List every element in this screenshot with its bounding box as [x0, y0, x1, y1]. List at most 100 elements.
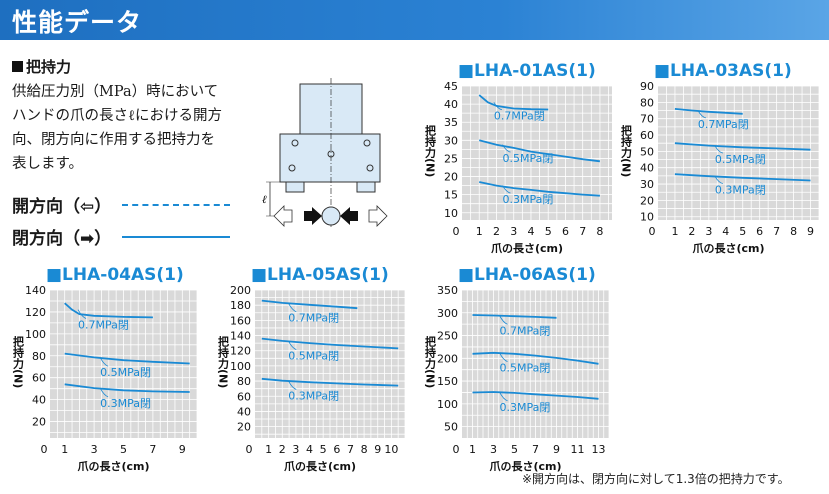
length-symbol: ℓ [262, 193, 267, 206]
series-leader-line [714, 175, 723, 184]
description-line: ハンドの爪の長さℓにおける開方 [12, 108, 222, 124]
center-hole-icon [327, 150, 335, 158]
y-tick-label: 35 [444, 116, 458, 129]
x-tick-label: 4 [306, 443, 313, 456]
legend-open-dashed-line [122, 204, 230, 206]
chart-lha-03as: ■LHA-03AS(1) 10 20 30 40 50 60 70 80 90 0 1 2 3 4 5 6 7 8 9… [618, 58, 820, 258]
x-tick-label: 8 [361, 443, 368, 456]
x-tick-label: 5 [739, 225, 746, 238]
y-tick-label: 90 [640, 80, 654, 93]
square-bullet-icon [12, 61, 23, 72]
y-tick-label: 10 [444, 207, 458, 220]
y-axis-label: 把持力(N) [620, 124, 633, 178]
x-tick-label: 3 [91, 443, 98, 456]
series-line [472, 391, 599, 400]
y-tick-label: 120 [25, 306, 46, 319]
y-tick-label: 120 [230, 345, 251, 358]
series-leader-line [493, 102, 502, 111]
y-tick-label: 100 [437, 398, 458, 411]
series-line [261, 299, 358, 310]
series-line [64, 383, 190, 393]
y-tick-label: 20 [640, 194, 654, 207]
y-tick-label: 80 [640, 96, 654, 109]
y-tick-label: 70 [640, 113, 654, 126]
x-tick-label: 7 [347, 443, 354, 456]
y-tick-label: 80 [32, 350, 46, 363]
series-label: 0.3MPa閉 [502, 193, 553, 206]
y-tick-label: 60 [237, 390, 251, 403]
x-tick-label: 4 [527, 225, 534, 238]
x-tick-label: 7 [532, 443, 539, 456]
y-tick-label: 200 [437, 352, 458, 365]
series-label: 0.5MPa閉 [100, 366, 151, 379]
x-tick-label: 13 [592, 443, 606, 456]
x-tick-label: 8 [596, 225, 603, 238]
series-line [478, 139, 601, 163]
x-tick-label: 6 [756, 225, 763, 238]
x-axis-label: 爪の長さ(cm) [489, 460, 561, 473]
description-line: 表します。 [12, 156, 84, 172]
close-arrow-left-icon [340, 207, 358, 225]
x-tick-label: 10 [384, 443, 398, 456]
x-tick-label: 4 [722, 225, 729, 238]
series-leader-line [99, 387, 109, 398]
series-leader-line [287, 340, 297, 351]
series-leader-line [502, 185, 511, 194]
chart-lha-03as-svg: ■LHA-03AS(1) 10 20 30 40 50 60 70 80 90 0 1 2 3 4 5 6 7 8 9… [620, 61, 820, 255]
y-tick-label: 40 [444, 98, 458, 111]
series-leader-line [287, 302, 297, 313]
x-tick-label: 0 [453, 225, 460, 238]
series-leader-line [499, 352, 508, 363]
chart-title: ■LHA-04AS(1) [46, 265, 184, 285]
series-line [64, 352, 190, 365]
x-tick-label: 9 [553, 443, 560, 456]
y-tick-label: 30 [444, 134, 458, 147]
y-tick-label: 50 [444, 421, 458, 434]
x-tick-label: 6 [562, 225, 569, 238]
y-tick-label: 40 [237, 405, 251, 418]
series-label: 0.7MPa閉 [698, 118, 749, 131]
chart-lha-04as-svg: ■LHA-04AS(1) 20 40 60 80 100 120 140 0 1 3 5 7 9 爪の長さ(… [12, 265, 198, 473]
series-line [674, 142, 811, 151]
x-axis-label: 爪の長さ(cm) [77, 460, 149, 473]
page-title: 性能データ [12, 8, 143, 37]
series-leader-line [502, 144, 511, 153]
y-tick-label: 40 [32, 394, 46, 407]
series-label: 0.3MPa閉 [288, 389, 339, 402]
x-tick-label: 5 [511, 443, 518, 456]
y-tick-label: 50 [640, 145, 654, 158]
screw-hole-icon [291, 139, 299, 147]
x-axis-label: 爪の長さ(cm) [491, 242, 563, 255]
series-leader-line [499, 315, 508, 325]
y-tick-label: 15 [444, 189, 458, 202]
x-tick-label: 0 [453, 443, 460, 456]
chart-title: ■LHA-01AS(1) [458, 61, 596, 81]
x-tick-label: 9 [179, 443, 186, 456]
chart-lha-01as: ■LHA-01AS(1) 10 15 20 25 30 35 40 45 0 1 2 3 4 5 6 7 8 爪の長… [418, 58, 618, 258]
x-tick-label: 3 [490, 443, 497, 456]
y-axis-label: 把持力(N) [12, 335, 25, 389]
y-axis-label: 把持力(N) [217, 335, 230, 389]
legend-close-label: 閉方向（➡） [12, 229, 112, 249]
y-tick-label: 140 [230, 330, 251, 343]
chart-title: ■LHA-03AS(1) [654, 61, 792, 81]
x-tick-label: 5 [545, 225, 552, 238]
y-tick-label: 140 [25, 284, 46, 297]
y-tick-label: 100 [230, 360, 251, 373]
legend-close-solid-line [122, 236, 230, 238]
x-tick-label: 0 [41, 443, 48, 456]
y-tick-label: 10 [640, 211, 654, 224]
x-tick-label: 1 [671, 225, 678, 238]
x-tick-label: 3 [292, 443, 299, 456]
series-leader-line [77, 309, 87, 319]
x-tick-label: 2 [493, 225, 500, 238]
x-tick-label: 1 [476, 225, 483, 238]
screw-hole-icon [366, 164, 374, 172]
x-tick-label: 7 [149, 443, 156, 456]
x-tick-label: 6 [333, 443, 340, 456]
x-tick-label: 9 [807, 225, 814, 238]
y-tick-label: 60 [640, 129, 654, 142]
workpiece-icon [321, 206, 341, 226]
series-line [478, 94, 549, 111]
